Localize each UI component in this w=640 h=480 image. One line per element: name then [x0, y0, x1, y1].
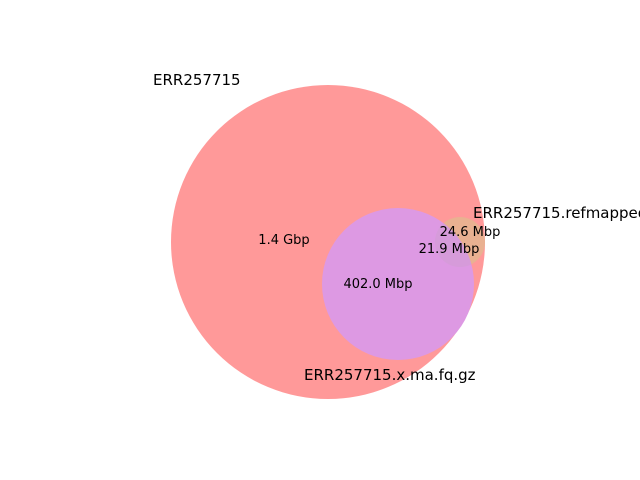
region-label-abc: 21.9 Mbp — [419, 242, 480, 257]
set-circle-x-ma-fq-gz — [322, 208, 474, 360]
set-label-x-ma-fq-gz: ERR257715.x.ma.fq.gz — [304, 366, 476, 384]
region-label-a-only: 1.4 Gbp — [258, 233, 309, 248]
region-label-a-and-b: 402.0 Mbp — [343, 277, 412, 292]
region-label-a-and-c: 24.6 Mbp — [440, 225, 501, 240]
set-label-err257715: ERR257715 — [153, 71, 241, 89]
set-label-refmapped: ERR257715.refmapped — [473, 204, 640, 222]
